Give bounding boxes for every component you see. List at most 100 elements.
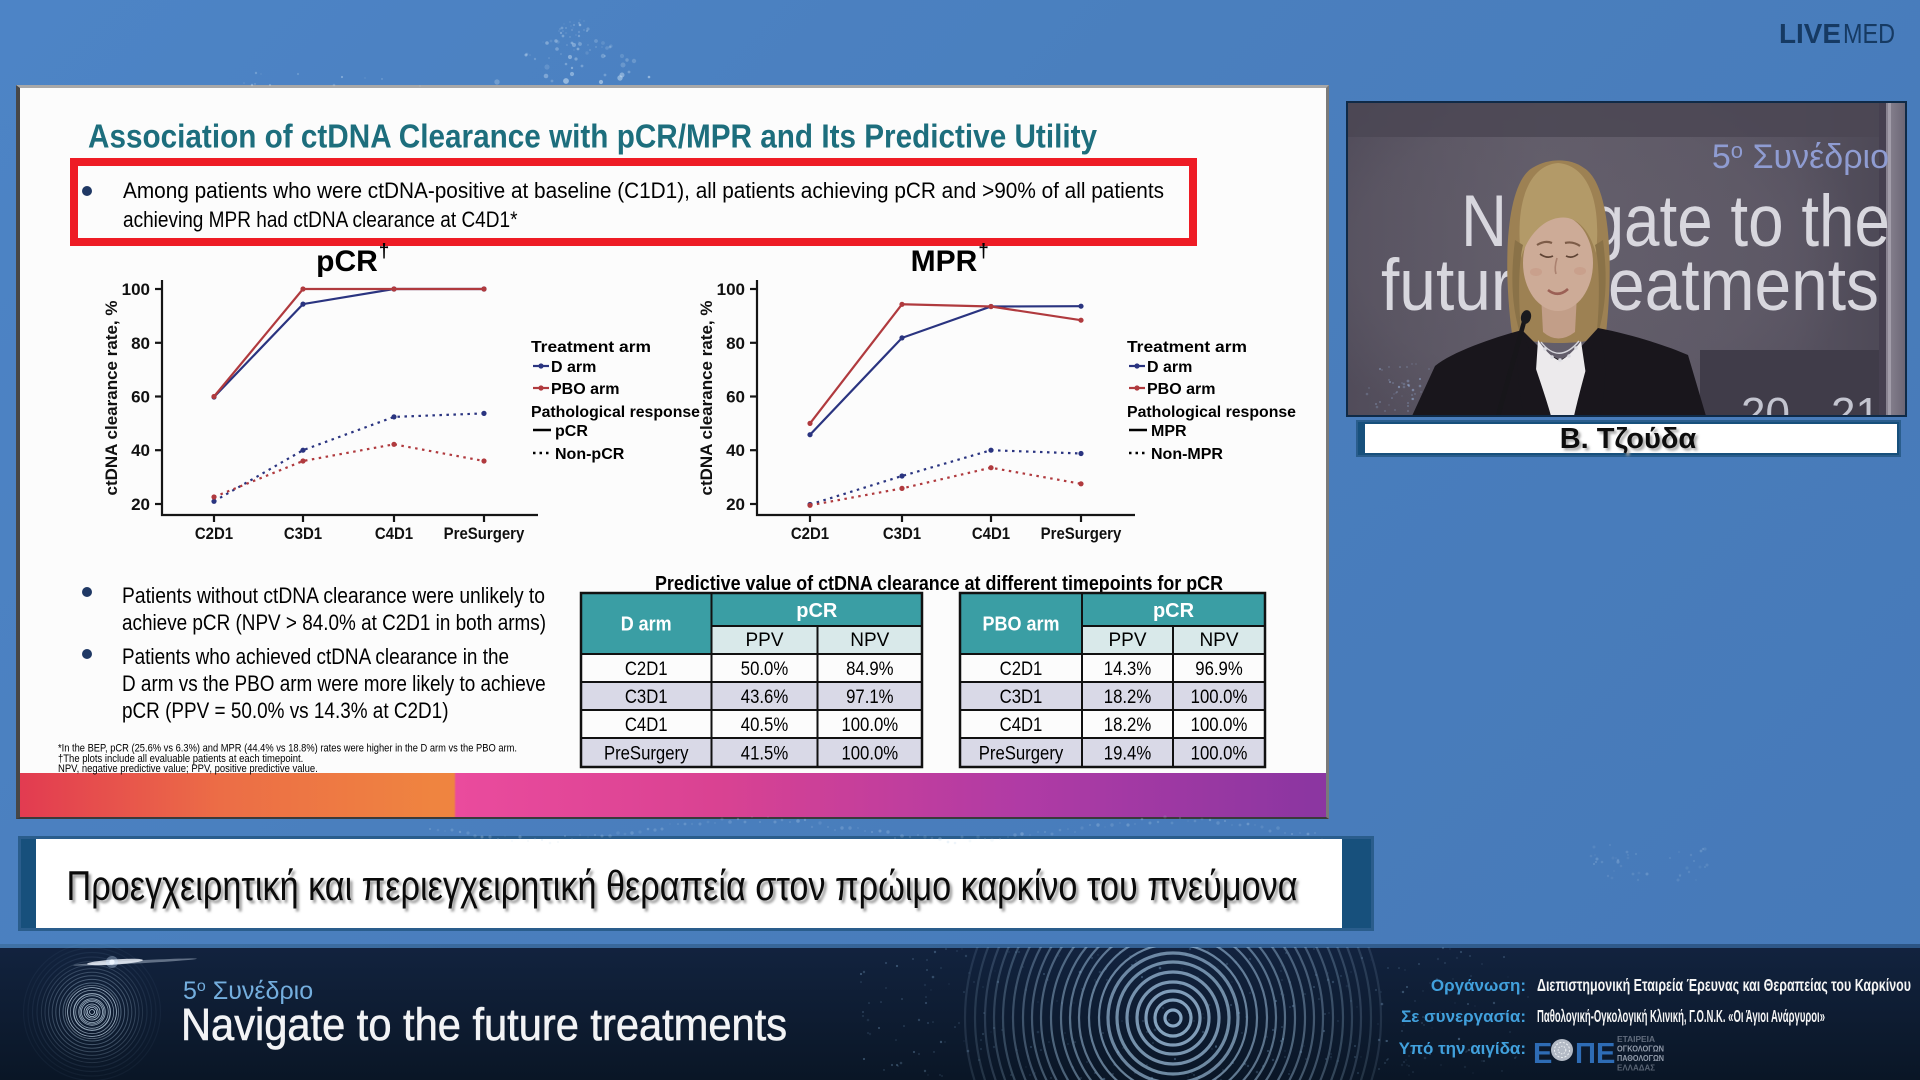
svg-text:Non-MPR: Non-MPR [1151, 446, 1223, 463]
svg-text:C4D1: C4D1 [375, 524, 413, 543]
svg-text:100.0%: 100.0% [1191, 715, 1248, 736]
svg-text:Non-pCR: Non-pCR [555, 446, 625, 463]
svg-text:†: † [978, 241, 989, 262]
svg-text:Οργάνωση:: Οργάνωση: [1431, 976, 1526, 995]
svg-text:20: 20 [131, 495, 150, 514]
svg-text:pCR: pCR [796, 600, 838, 622]
svg-text:C2D1: C2D1 [625, 659, 668, 680]
svg-text:100.0%: 100.0% [841, 744, 898, 765]
svg-text:Β. Τζούδα: Β. Τζούδα [1560, 423, 1697, 455]
svg-text:C3D1: C3D1 [284, 524, 322, 543]
svg-text:PreSurgery: PreSurgery [444, 524, 525, 543]
svg-text:Pathological response: Pathological response [531, 404, 700, 421]
svg-text:Ε: Ε [1533, 1038, 1552, 1070]
svg-text:Predictive value of ctDNA clea: Predictive value of ctDNA clearance at d… [655, 573, 1223, 595]
svg-text:†: † [379, 241, 390, 262]
svg-text:Σε συνεργασία:: Σε συνεργασία: [1401, 1007, 1526, 1026]
svg-text:60: 60 [131, 388, 150, 407]
svg-text:Προεγχειρητική και περιεγχειρη: Προεγχειρητική και περιεγχειρητική θεραπ… [67, 862, 1298, 909]
svg-text:*In the BEP, pCR (25.6% vs 6.3: *In the BEP, pCR (25.6% vs 6.3%) and MPR… [58, 743, 517, 755]
svg-text:80: 80 [726, 334, 745, 353]
svg-text:Among patients who were ctDNA-: Among patients who were ctDNA-positive a… [123, 178, 1164, 203]
svg-text:ΕΛΛΑΔΑΣ: ΕΛΛΑΔΑΣ [1617, 1064, 1655, 1073]
svg-text:C3D1: C3D1 [625, 687, 668, 708]
svg-text:41.5%: 41.5% [741, 744, 788, 765]
svg-text:84.9%: 84.9% [846, 659, 893, 680]
svg-text:100: 100 [122, 280, 150, 299]
svg-text:43.6%: 43.6% [741, 687, 788, 708]
svg-text:C2D1: C2D1 [195, 524, 233, 543]
svg-text:Ε: Ε [1596, 1038, 1615, 1070]
svg-text:ctDNA clearance rate, %: ctDNA clearance rate, % [102, 301, 121, 496]
svg-text:20: 20 [1741, 389, 1790, 438]
svg-text:Παθολογική-Ογκολογική Κλινική,: Παθολογική-Ογκολογική Κλινική, Γ.Ο.Ν.Κ. … [1537, 1006, 1825, 1026]
svg-text:NPV, negative predictive value: NPV, negative predictive value; PPV, pos… [58, 763, 318, 775]
svg-text:achieving MPR had ctDNA cleara: achieving MPR had ctDNA clearance at C4D… [123, 207, 518, 232]
svg-text:†The plots include all evaluab: †The plots include all evaluable patient… [58, 753, 303, 765]
svg-text:ctDNA clearance rate, %: ctDNA clearance rate, % [697, 301, 716, 496]
svg-text:Υπό την αιγίδα:: Υπό την αιγίδα: [1399, 1039, 1526, 1058]
svg-text:Association of ctDNA Clearance: Association of ctDNA Clearance with pCR/… [88, 118, 1098, 155]
svg-text:C2D1: C2D1 [1000, 659, 1043, 680]
svg-text:Treatment arm: Treatment arm [531, 339, 651, 356]
svg-text:20: 20 [726, 495, 745, 514]
svg-text:PPV: PPV [1108, 630, 1146, 651]
svg-text:NPV: NPV [1199, 630, 1238, 651]
svg-text:Διεπιστημονική Εταιρεία Έρευνα: Διεπιστημονική Εταιρεία Έρευνας και Θερα… [1537, 975, 1911, 995]
svg-text:D arm vs the PBO arm were more: D arm vs the PBO arm were more likely to… [122, 671, 546, 696]
svg-text:ΕΤΑΙΡΕΙΑ: ΕΤΑΙΡΕΙΑ [1617, 1035, 1655, 1044]
svg-text:Β. Τζούδα: Β. Τζούδα [1562, 426, 1699, 458]
svg-text:80: 80 [131, 334, 150, 353]
svg-text:50.0%: 50.0% [741, 659, 788, 680]
svg-text:PBO arm: PBO arm [983, 614, 1060, 636]
svg-text:5ο Συνέδριο: 5ο Συνέδριο [1712, 138, 1889, 176]
svg-text:ΟΓΚΟΛΟΓΩΝ: ΟΓΚΟΛΟΓΩΝ [1617, 1045, 1664, 1054]
svg-text:Navigate to the future treatme: Navigate to the future treatments [181, 999, 787, 1050]
svg-text:achieve pCR (NPV > 84.0% at C2: achieve pCR (NPV > 84.0% at C2D1 in both… [122, 610, 546, 635]
svg-text:Π: Π [1575, 1038, 1596, 1070]
svg-text:60: 60 [726, 388, 745, 407]
svg-text:C4D1: C4D1 [625, 715, 668, 736]
svg-text:19.4%: 19.4% [1104, 744, 1151, 765]
svg-text:pCR: pCR [1153, 600, 1195, 622]
svg-text:C3D1: C3D1 [1000, 687, 1043, 708]
svg-text:ΠΑΘΟΛΟΓΩΝ: ΠΑΘΟΛΟΓΩΝ [1617, 1054, 1664, 1063]
svg-text:21: 21 [1831, 389, 1880, 438]
svg-text:D arm: D arm [1147, 359, 1192, 376]
svg-text:14.3%: 14.3% [1104, 659, 1151, 680]
svg-text:PPV: PPV [745, 630, 783, 651]
svg-text:C2D1: C2D1 [791, 524, 829, 543]
svg-text:100.0%: 100.0% [1191, 687, 1248, 708]
svg-text:pCR (PPV = 50.0% vs 14.3% at C: pCR (PPV = 50.0% vs 14.3% at C2D1) [122, 698, 449, 723]
svg-text:40: 40 [131, 441, 150, 460]
svg-text:pCR: pCR [555, 423, 588, 440]
svg-text:100.0%: 100.0% [841, 715, 898, 736]
svg-text:100.0%: 100.0% [1191, 744, 1248, 765]
svg-text:Patients without ctDNA clearan: Patients without ctDNA clearance were un… [122, 583, 545, 608]
svg-text:100: 100 [717, 280, 745, 299]
svg-text:MED: MED [1843, 18, 1895, 49]
svg-text:PreSurgery: PreSurgery [979, 744, 1064, 765]
svg-text:PreSurgery: PreSurgery [1041, 524, 1122, 543]
svg-text:97.1%: 97.1% [846, 687, 893, 708]
svg-text:C3D1: C3D1 [883, 524, 921, 543]
svg-text:Pathological response: Pathological response [1127, 404, 1296, 421]
svg-text:NPV: NPV [850, 630, 889, 651]
svg-text:future treatments: future treatments [1381, 245, 1879, 326]
svg-text:PBO arm: PBO arm [1147, 381, 1215, 398]
svg-text:Προεγχειρητική και περιεγχειρη: Προεγχειρητική και περιεγχειρητική θεραπ… [69, 865, 1300, 912]
svg-text:40: 40 [726, 441, 745, 460]
svg-text:LIVE: LIVE [1779, 18, 1841, 49]
svg-text:18.2%: 18.2% [1104, 687, 1151, 708]
svg-text:Patients who achieved ctDNA cl: Patients who achieved ctDNA clearance in… [122, 644, 509, 669]
svg-text:96.9%: 96.9% [1195, 659, 1242, 680]
svg-text:D arm: D arm [621, 614, 672, 636]
svg-text:MPR: MPR [911, 245, 978, 278]
svg-text:40.5%: 40.5% [741, 715, 788, 736]
svg-text:18.2%: 18.2% [1104, 715, 1151, 736]
svg-text:C4D1: C4D1 [972, 524, 1010, 543]
svg-text:PreSurgery: PreSurgery [604, 744, 689, 765]
svg-text:PBO arm: PBO arm [551, 381, 619, 398]
svg-text:Treatment arm: Treatment arm [1127, 339, 1247, 356]
svg-text:D arm: D arm [551, 359, 596, 376]
